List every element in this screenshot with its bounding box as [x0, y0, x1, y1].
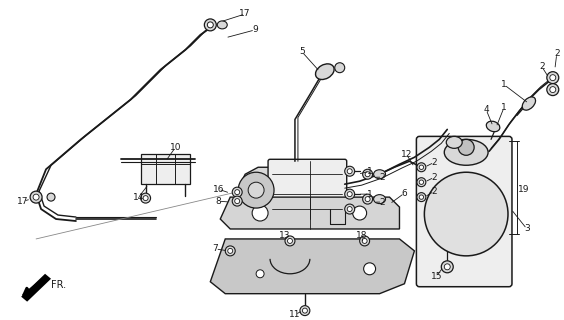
- Text: FR.: FR.: [51, 280, 67, 290]
- Text: 1: 1: [501, 103, 507, 112]
- Circle shape: [365, 196, 370, 202]
- Text: 11: 11: [289, 310, 301, 319]
- Circle shape: [285, 236, 295, 246]
- Circle shape: [232, 187, 242, 197]
- Polygon shape: [21, 274, 51, 302]
- Circle shape: [458, 140, 474, 155]
- Circle shape: [256, 270, 264, 278]
- Circle shape: [228, 248, 233, 253]
- Text: 14: 14: [133, 193, 144, 202]
- Circle shape: [419, 165, 424, 170]
- Circle shape: [248, 182, 264, 198]
- Text: 2: 2: [431, 187, 437, 196]
- Circle shape: [417, 193, 426, 202]
- Circle shape: [550, 75, 556, 81]
- Text: 17: 17: [239, 9, 251, 19]
- Circle shape: [365, 172, 370, 177]
- Text: 2: 2: [380, 197, 385, 207]
- Circle shape: [347, 192, 352, 196]
- Circle shape: [345, 166, 355, 176]
- Circle shape: [335, 63, 345, 73]
- Circle shape: [547, 72, 559, 84]
- Circle shape: [30, 191, 42, 203]
- Text: 2: 2: [380, 173, 385, 182]
- Text: 18: 18: [356, 231, 367, 240]
- Circle shape: [33, 194, 39, 200]
- Text: 2: 2: [431, 173, 437, 182]
- Circle shape: [238, 172, 274, 208]
- Circle shape: [235, 199, 240, 204]
- Circle shape: [347, 169, 352, 174]
- Ellipse shape: [444, 140, 488, 165]
- Text: 9: 9: [252, 25, 258, 34]
- Circle shape: [204, 19, 216, 31]
- Circle shape: [363, 169, 373, 179]
- Circle shape: [347, 207, 352, 212]
- Circle shape: [225, 246, 235, 256]
- Text: 5: 5: [299, 47, 305, 56]
- Ellipse shape: [486, 121, 500, 132]
- Circle shape: [547, 84, 559, 96]
- Circle shape: [360, 236, 369, 246]
- Circle shape: [300, 306, 310, 316]
- Polygon shape: [240, 167, 272, 214]
- FancyBboxPatch shape: [140, 154, 191, 184]
- Text: 10: 10: [170, 143, 181, 152]
- Text: 4: 4: [483, 105, 489, 114]
- Text: 1: 1: [367, 190, 372, 199]
- Text: 2: 2: [539, 62, 545, 71]
- Ellipse shape: [446, 136, 462, 148]
- Circle shape: [441, 261, 453, 273]
- Circle shape: [419, 180, 424, 184]
- Text: 15: 15: [430, 272, 442, 281]
- Circle shape: [364, 263, 376, 275]
- Text: 2: 2: [431, 158, 437, 167]
- Text: 17: 17: [17, 196, 29, 206]
- Text: 16: 16: [213, 185, 224, 194]
- Circle shape: [140, 193, 151, 203]
- Circle shape: [345, 204, 355, 214]
- Circle shape: [362, 238, 367, 244]
- Ellipse shape: [373, 195, 386, 204]
- Polygon shape: [210, 239, 415, 294]
- Circle shape: [288, 238, 293, 244]
- Text: 12: 12: [401, 150, 412, 159]
- Circle shape: [352, 206, 367, 220]
- Circle shape: [208, 22, 213, 28]
- Ellipse shape: [217, 21, 227, 29]
- Circle shape: [232, 196, 242, 206]
- FancyBboxPatch shape: [416, 136, 512, 287]
- Text: 3: 3: [524, 224, 530, 234]
- Polygon shape: [221, 197, 399, 229]
- Circle shape: [252, 205, 268, 221]
- Circle shape: [47, 193, 55, 201]
- Text: 1: 1: [367, 167, 372, 176]
- Circle shape: [444, 264, 450, 270]
- Text: 6: 6: [402, 188, 407, 198]
- Circle shape: [550, 87, 556, 92]
- Text: 1: 1: [501, 80, 507, 89]
- Circle shape: [424, 172, 508, 256]
- Text: 19: 19: [518, 185, 530, 194]
- Text: 8: 8: [215, 196, 221, 206]
- Ellipse shape: [315, 64, 334, 79]
- Ellipse shape: [373, 170, 386, 179]
- Text: 2: 2: [554, 49, 559, 58]
- Circle shape: [419, 195, 424, 199]
- Ellipse shape: [522, 97, 536, 110]
- Text: 7: 7: [213, 244, 218, 253]
- Circle shape: [417, 178, 426, 187]
- Circle shape: [417, 163, 426, 172]
- Circle shape: [363, 194, 373, 204]
- FancyBboxPatch shape: [268, 159, 347, 221]
- Circle shape: [143, 196, 148, 201]
- Text: 13: 13: [279, 231, 290, 240]
- Circle shape: [302, 308, 307, 313]
- Circle shape: [235, 190, 240, 195]
- Circle shape: [345, 189, 355, 199]
